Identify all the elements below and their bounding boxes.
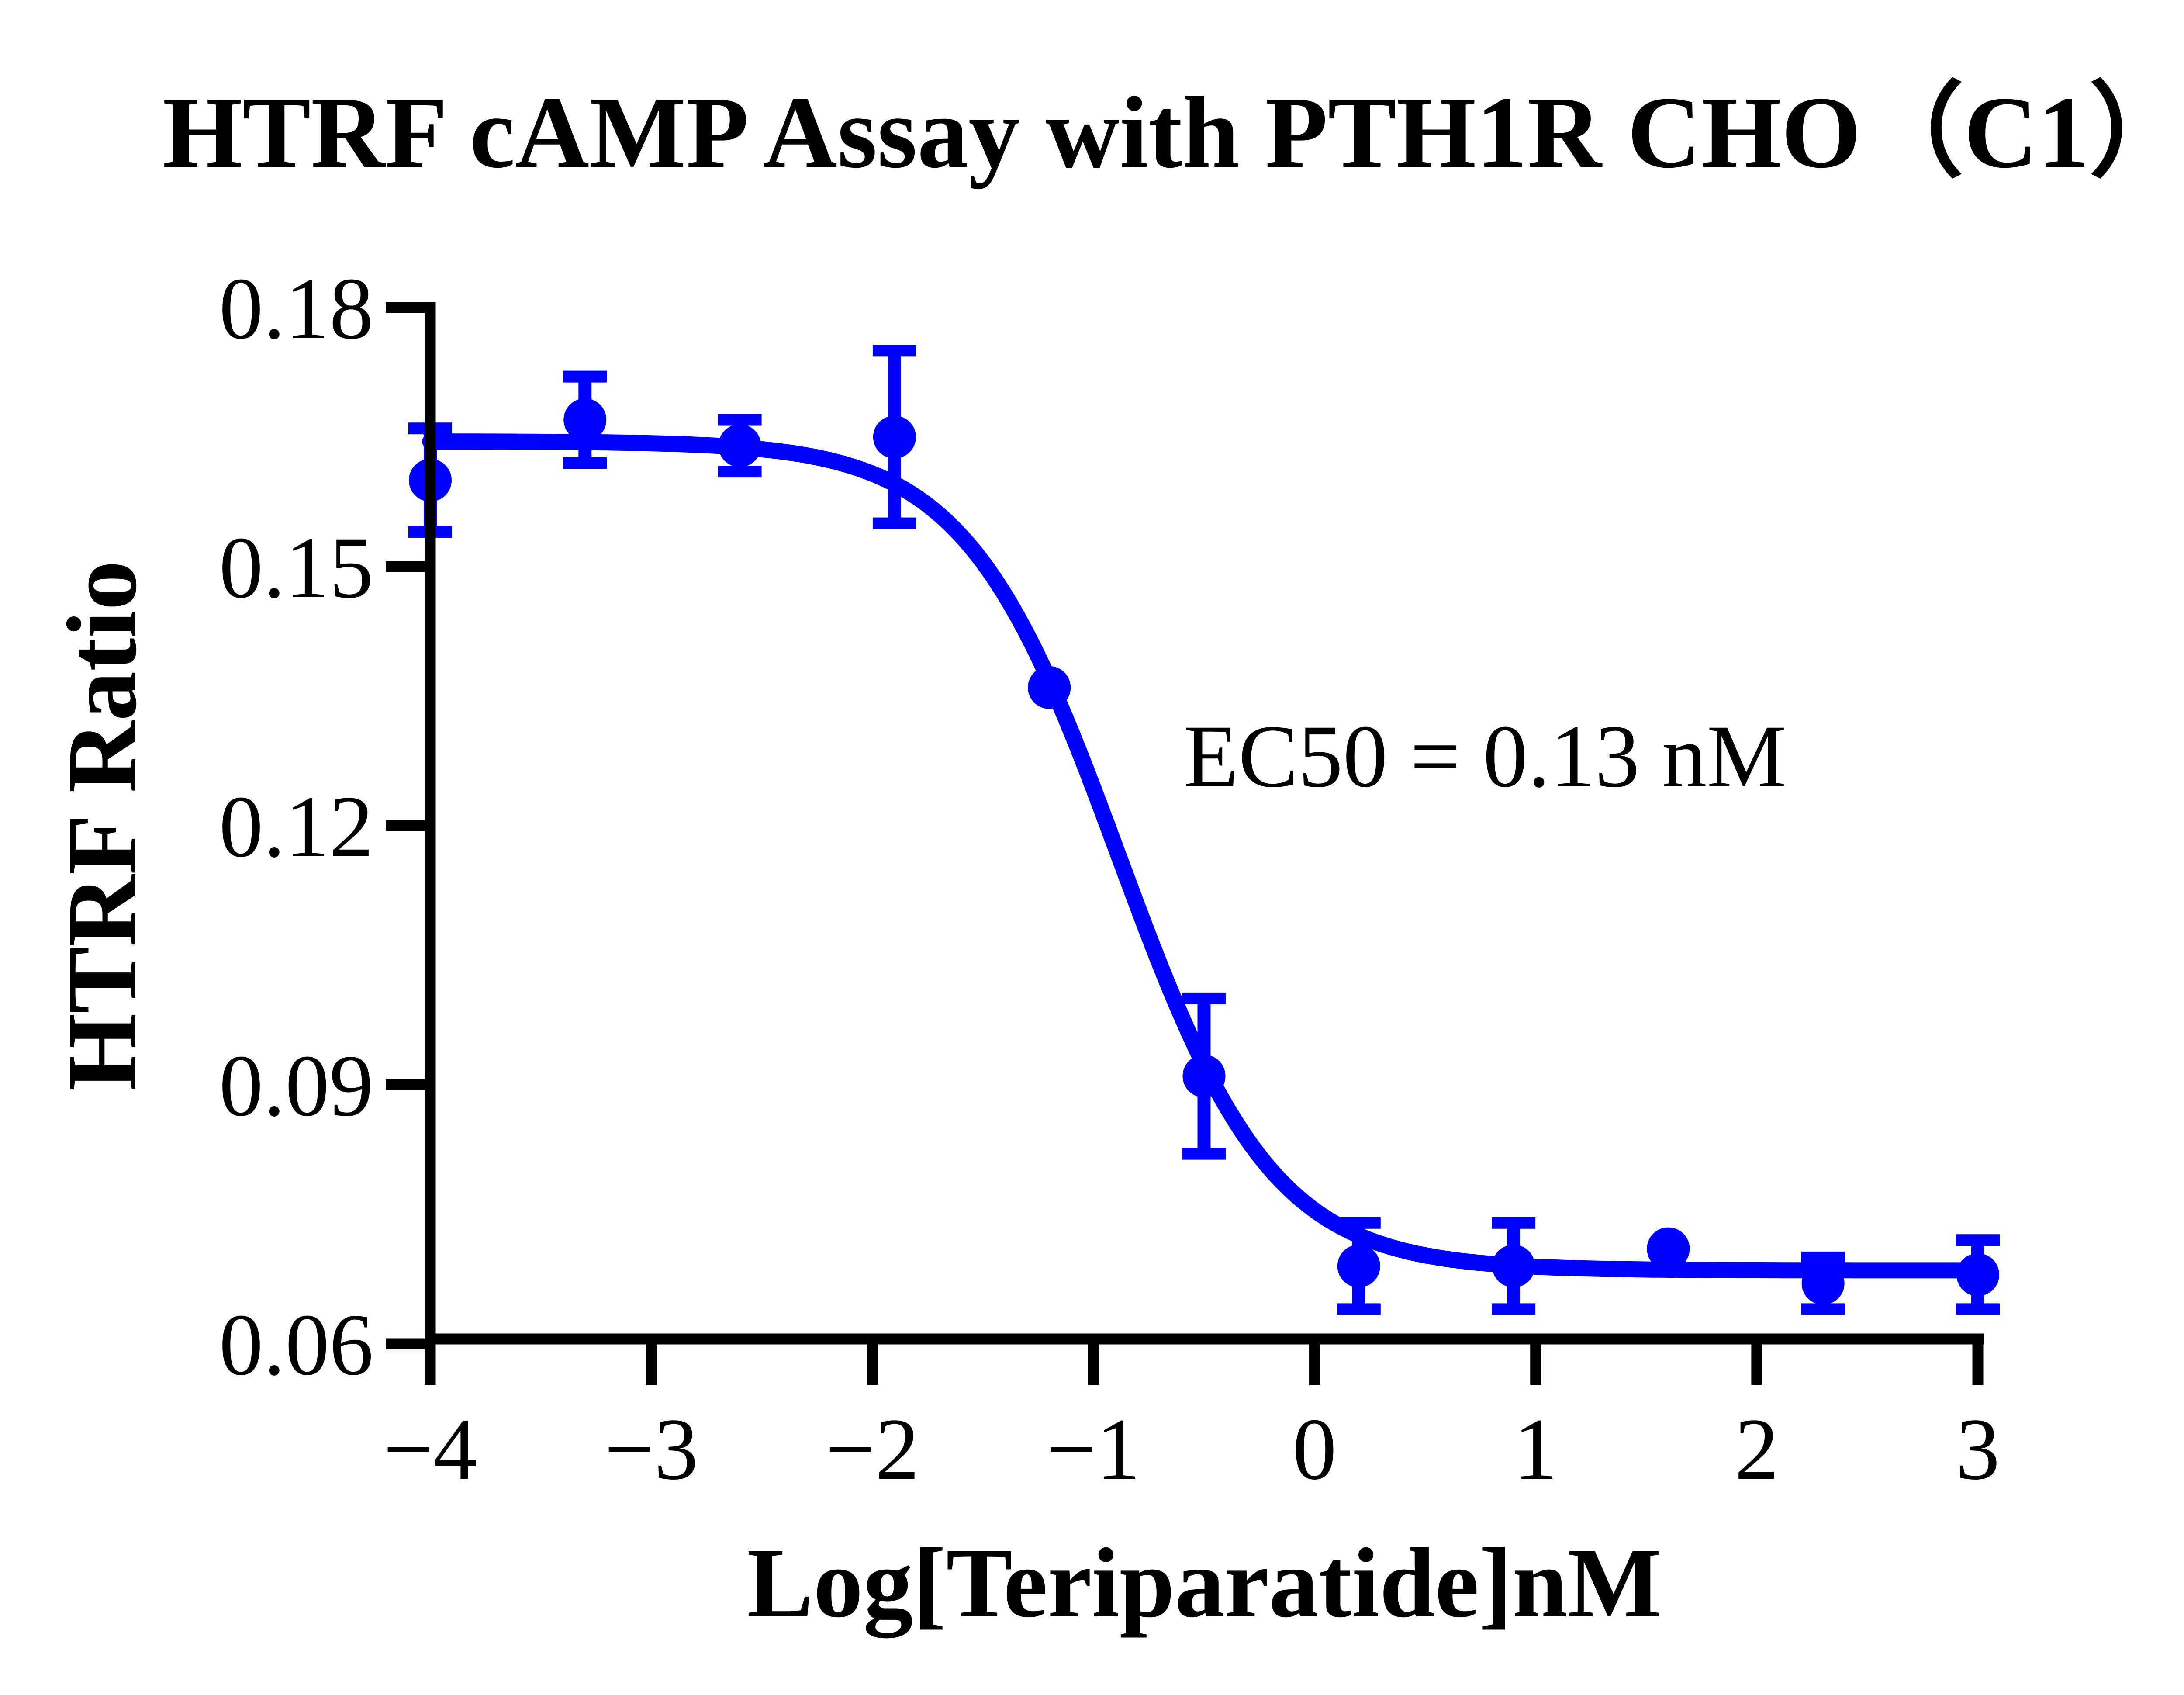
x-axis-tick-label: 3 xyxy=(1956,1400,2000,1498)
error-bars-layer xyxy=(408,345,2000,1315)
x-axis-tick-label: 0 xyxy=(1292,1400,1337,1498)
data-point-marker xyxy=(1956,1253,2000,1296)
x-axis-tick-label: −4 xyxy=(384,1400,477,1498)
tick-labels-layer: 0.06 0.09 0.12 0.15 0.18 −4 −3 −2 −1 0 1 2 3 xyxy=(219,259,2000,1498)
data-point-marker xyxy=(1028,666,1071,709)
x-axis-tick-label: 2 xyxy=(1735,1400,1779,1498)
data-point-marker xyxy=(563,398,607,441)
data-point-marker xyxy=(1337,1245,1380,1288)
data-points-layer xyxy=(409,398,2000,1305)
y-axis-tick-label: 0.12 xyxy=(219,778,374,875)
data-point-marker xyxy=(1182,1055,1226,1098)
ec50-annotation: EC50 = 0.13 nM xyxy=(1184,707,1787,806)
x-axis-title: Log[Teriparatide]nM xyxy=(747,1528,1662,1639)
y-axis-tick-label: 0.06 xyxy=(219,1296,374,1394)
data-point-marker xyxy=(1492,1245,1535,1288)
data-point-marker xyxy=(1647,1227,1690,1270)
y-axis-tick-label: 0.18 xyxy=(219,259,374,357)
chart-title: HTRF cAMP Assay with PTH1R CHO（C1） xyxy=(162,76,2184,189)
axes-layer xyxy=(386,302,1984,1385)
data-point-marker xyxy=(873,415,916,459)
y-axis-tick-label: 0.15 xyxy=(219,519,374,616)
data-point-marker xyxy=(718,424,761,467)
y-axis-title: HTRF Ratio xyxy=(47,560,157,1091)
x-axis-tick-label: 1 xyxy=(1514,1400,1558,1498)
x-axis-tick-label: −1 xyxy=(1047,1400,1140,1498)
x-axis-tick-label: −2 xyxy=(826,1400,919,1498)
y-axis-tick-label: 0.09 xyxy=(219,1037,374,1135)
x-axis-tick-label: −3 xyxy=(605,1400,698,1498)
data-point-marker xyxy=(1801,1262,1845,1305)
